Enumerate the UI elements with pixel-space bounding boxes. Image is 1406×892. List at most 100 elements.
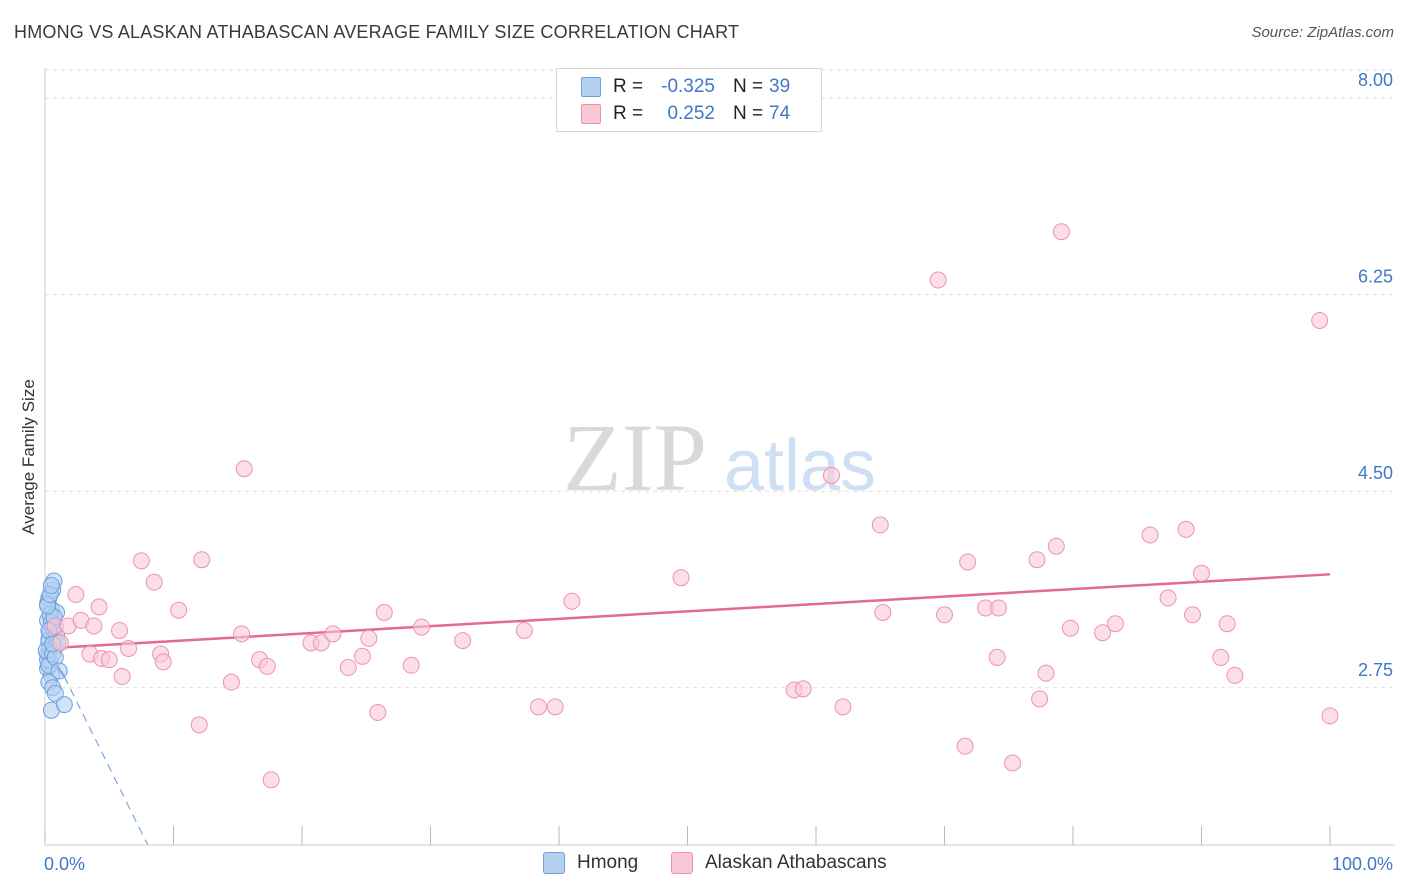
point-athabascan xyxy=(369,703,387,721)
point-athabascan xyxy=(1177,520,1195,538)
point-athabascan xyxy=(360,629,378,647)
point-athabascan xyxy=(546,698,564,716)
point-athabascan xyxy=(1061,619,1079,637)
point-athabascan xyxy=(1047,537,1065,555)
point-athabascan xyxy=(353,647,371,665)
point-athabascan xyxy=(929,271,947,289)
point-athabascan xyxy=(1218,615,1236,633)
point-athabascan xyxy=(170,601,188,619)
legend-row-hmong: R = -0.325 N = 39 xyxy=(581,74,790,100)
point-athabascan xyxy=(132,552,150,570)
point-athabascan xyxy=(324,625,342,643)
y-axis-title: Average Family Size xyxy=(19,379,38,535)
point-athabascan xyxy=(1226,666,1244,684)
point-hmong xyxy=(42,577,60,595)
point-athabascan xyxy=(402,656,420,674)
point-athabascan xyxy=(672,569,690,587)
point-athabascan xyxy=(794,680,812,698)
point-athabascan xyxy=(822,466,840,484)
point-athabascan xyxy=(874,604,892,621)
point-athabascan xyxy=(1031,690,1049,708)
point-athabascan xyxy=(515,621,533,639)
point-athabascan xyxy=(1311,311,1329,329)
point-athabascan xyxy=(563,592,581,610)
point-athabascan xyxy=(190,716,208,734)
x-tick-label: 0.0% xyxy=(44,854,85,874)
point-athabascan xyxy=(1037,664,1055,682)
legend-row-athabascan: R = 0.252 N = 74 xyxy=(581,101,790,127)
point-athabascan xyxy=(1052,223,1070,241)
point-athabascan xyxy=(258,657,276,675)
point-athabascan xyxy=(834,698,852,716)
trendline-athabascan xyxy=(44,573,1331,650)
y-tick-label: 2.75 xyxy=(1358,660,1393,680)
trendline-hmong-extended xyxy=(63,676,149,846)
point-athabascan xyxy=(120,639,138,657)
point-athabascan xyxy=(1141,526,1159,544)
point-athabascan xyxy=(100,651,118,669)
correlation-legend: R = -0.325 N = 39 R = 0.252 N = 74 xyxy=(556,68,822,132)
axes xyxy=(44,68,1395,846)
point-athabascan xyxy=(988,648,1006,666)
tick-labels: 2.75 4.50 6.25 8.00 0.0% 100.0% Average Family… xyxy=(19,70,1393,874)
legend-r-label: R = xyxy=(613,103,644,124)
data-points xyxy=(37,223,1339,789)
point-hmong xyxy=(46,684,64,702)
point-athabascan xyxy=(1159,589,1177,607)
point-athabascan xyxy=(1184,606,1202,624)
point-athabascan xyxy=(956,737,974,755)
legend-swatch-hmong xyxy=(581,77,601,97)
legend-swatch-athabascan xyxy=(581,104,601,124)
point-athabascan xyxy=(222,673,240,691)
point-athabascan xyxy=(312,634,330,652)
bottom-legend-label-hmong: Hmong xyxy=(577,852,639,873)
point-athabascan xyxy=(111,621,129,639)
point-athabascan xyxy=(871,516,889,534)
x-tick-label: 100.0% xyxy=(1332,854,1393,874)
y-tick-label: 6.25 xyxy=(1358,267,1393,287)
legend-n-label: N = xyxy=(733,103,764,124)
bottom-legend-athabascan: Alaskan Athabascans xyxy=(671,852,887,874)
point-athabascan xyxy=(1193,564,1210,582)
point-athabascan xyxy=(262,771,280,789)
source-label: Source: ZipAtlas.com xyxy=(1251,24,1394,41)
trendlines xyxy=(43,573,1331,846)
point-athabascan xyxy=(339,659,357,677)
legend-n-value: 74 xyxy=(769,103,791,124)
point-athabascan xyxy=(67,586,85,604)
legend-r-value: 0.252 xyxy=(667,103,715,124)
point-athabascan xyxy=(235,460,253,478)
bottom-legend-label-athabascan: Alaskan Athabascans xyxy=(705,852,887,873)
point-athabascan xyxy=(145,573,163,591)
point-athabascan xyxy=(85,617,103,635)
point-athabascan xyxy=(51,634,69,652)
bottom-legend-hmong: Hmong xyxy=(543,852,638,874)
point-athabascan xyxy=(454,632,472,650)
bottom-legend-swatch-hmong xyxy=(543,852,565,874)
watermark-atlas: atlas xyxy=(724,426,876,506)
point-athabascan xyxy=(113,668,131,686)
point-athabascan xyxy=(375,604,393,621)
y-tick-label: 8.00 xyxy=(1358,70,1393,90)
watermark: ZIP atlas xyxy=(563,404,876,511)
point-athabascan xyxy=(989,599,1007,617)
point-athabascan xyxy=(90,598,108,616)
point-athabascan xyxy=(1094,624,1112,642)
point-athabascan xyxy=(959,553,977,571)
point-athabascan xyxy=(1028,551,1046,569)
chart-title: HMONG VS ALASKAN ATHABASCAN AVERAGE FAMI… xyxy=(14,22,740,42)
legend-n-label: N = xyxy=(733,76,764,97)
legend-r-value: -0.325 xyxy=(661,76,715,97)
point-athabascan xyxy=(233,625,251,643)
point-athabascan xyxy=(413,618,431,636)
point-athabascan xyxy=(193,551,211,569)
point-hmong xyxy=(50,662,68,680)
legend-r-label: R = xyxy=(613,76,644,97)
point-athabascan xyxy=(1212,648,1230,666)
point-athabascan xyxy=(154,653,172,671)
point-athabascan xyxy=(1004,754,1022,772)
point-hmong xyxy=(55,696,73,714)
watermark-zip: ZIP xyxy=(563,404,707,511)
y-tick-label: 4.50 xyxy=(1358,463,1393,483)
